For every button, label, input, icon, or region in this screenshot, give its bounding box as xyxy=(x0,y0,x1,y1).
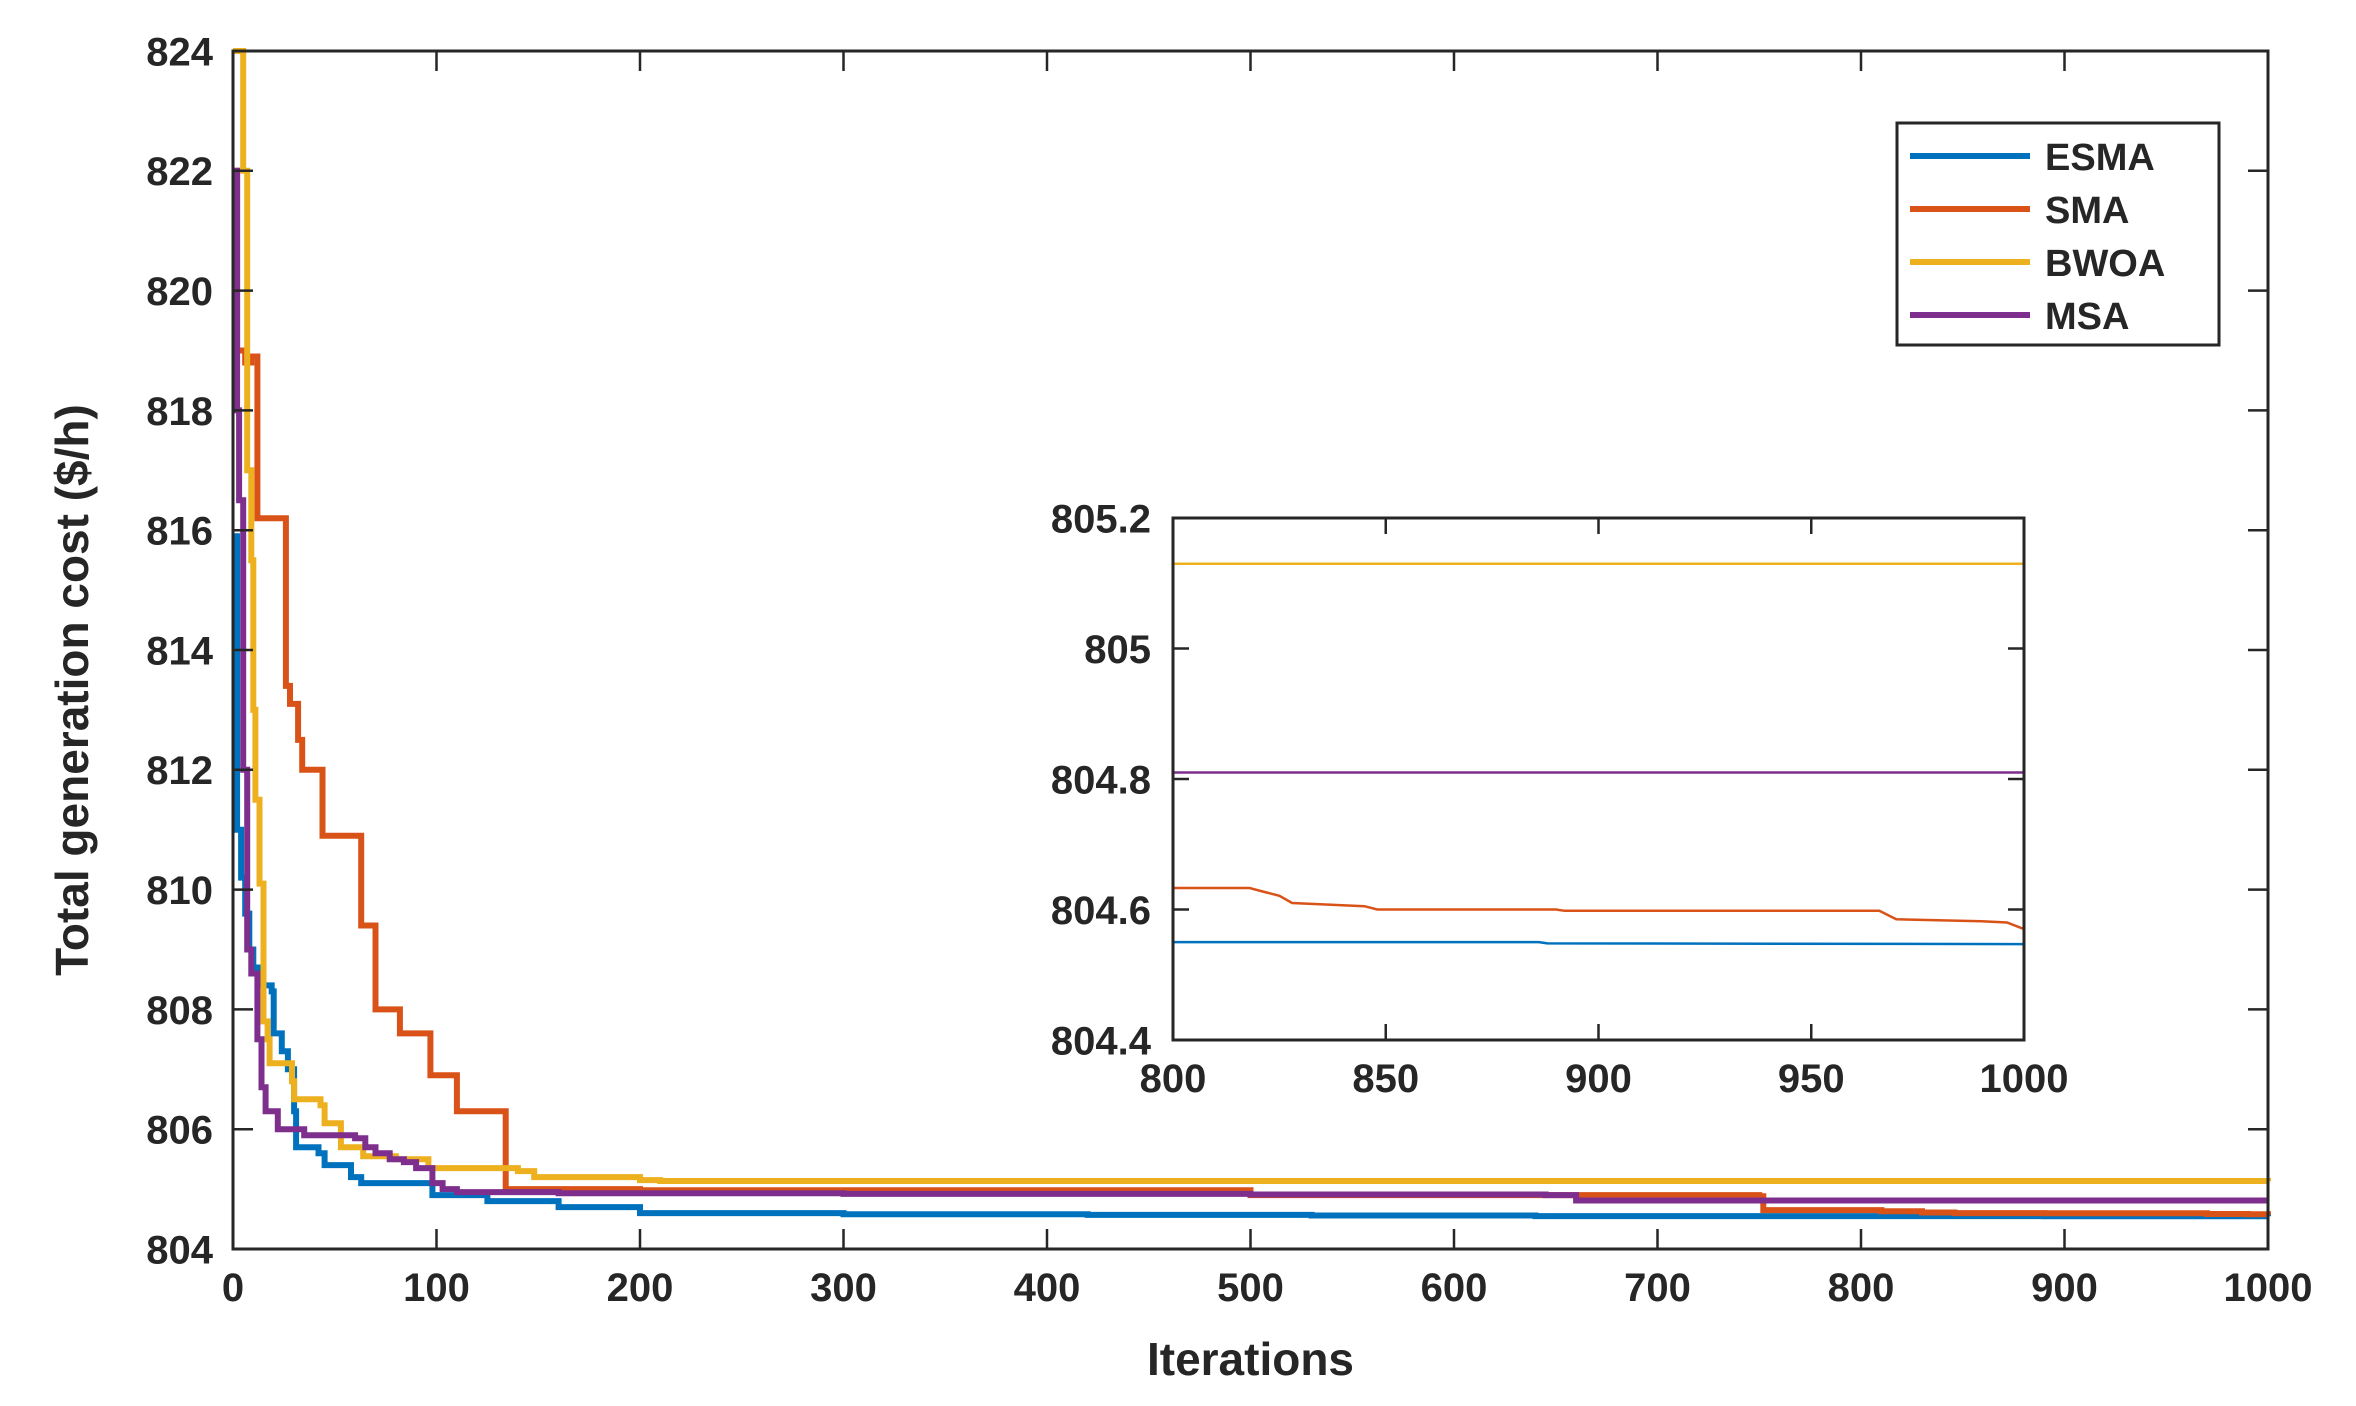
y-axis-label: Total generation cost ($/h) xyxy=(46,404,98,976)
legend-label-sma: SMA xyxy=(2045,190,2129,232)
main-x-tick-label: 1000 xyxy=(2224,1266,2313,1310)
main-x-tick-label: 800 xyxy=(1828,1266,1895,1310)
inset-tick-layer: 800 850 900 950 1000 804.4 804.6 804.8 805 805.2 xyxy=(1051,497,2069,1101)
main-x-tick-label: 300 xyxy=(810,1266,877,1310)
inset-x-tick-label: 850 xyxy=(1352,1057,1419,1101)
main-x-tick-label: 600 xyxy=(1421,1266,1488,1310)
inset-series-series-1 xyxy=(1173,940,2025,946)
main-y-tick-label: 806 xyxy=(146,1109,213,1153)
main-y-tick-label: 822 xyxy=(146,150,213,194)
inset-y-tick-label: 804.4 xyxy=(1051,1019,1152,1063)
main-y-tick-label: 812 xyxy=(146,749,213,793)
inset-series-layer xyxy=(1173,562,2025,946)
main-x-tick-label: 900 xyxy=(2031,1266,2098,1310)
legend-items: ESMA SMA BWOA MSA xyxy=(1910,137,2165,338)
main-y-tick-label: 810 xyxy=(146,869,213,913)
main-y-tick-label: 824 xyxy=(146,30,213,74)
main-y-tick-label: 808 xyxy=(146,989,213,1033)
main-tick-layer: 0 100 200 300 400 500 600 700 800 900 1000 804 806 80… xyxy=(146,30,2312,1310)
inset-axes: 800 850 900 950 1000 804.4 804.6 804.8 805 805.2 xyxy=(1051,497,2069,1101)
main-x-tick-label: 400 xyxy=(1014,1266,1081,1310)
inset-x-tick-label: 1000 xyxy=(1980,1057,2069,1101)
legend: ESMA SMA BWOA MSA xyxy=(1895,121,2221,347)
main-x-tick-label: 100 xyxy=(403,1266,470,1310)
main-x-tick-label: 200 xyxy=(607,1266,674,1310)
inset-background xyxy=(1173,518,2024,1040)
main-y-tick-label: 816 xyxy=(146,510,213,554)
legend-box xyxy=(1895,121,2221,347)
inset-y-tick-label: 804.8 xyxy=(1051,758,1151,802)
main-series-sma xyxy=(233,167,2271,1218)
inset-y-tick-label: 805.2 xyxy=(1051,497,1151,541)
main-axes: 0 100 200 300 400 500 600 700 800 900 1000 804 806 80… xyxy=(46,30,2312,1385)
main-x-tick-label: 500 xyxy=(1217,1266,1284,1310)
inset-x-tick-label: 800 xyxy=(1140,1057,1207,1101)
legend-label-bwoa: BWOA xyxy=(2045,243,2165,285)
inset-y-tick-label: 804.6 xyxy=(1051,889,1151,933)
main-x-tick-label: 0 xyxy=(222,1266,244,1310)
inset-series-series-2 xyxy=(1173,886,2025,931)
main-y-tick-label: 818 xyxy=(146,390,213,434)
inset-x-tick-label: 950 xyxy=(1778,1057,1845,1101)
legend-label-msa: MSA xyxy=(2045,296,2129,338)
main-y-tick-label: 814 xyxy=(146,629,213,673)
x-axis-label: Iterations xyxy=(1147,1333,1354,1385)
inset-y-tick-label: 805 xyxy=(1084,628,1151,672)
main-series-bwoa xyxy=(233,48,2271,1184)
inset-x-tick-label: 900 xyxy=(1565,1057,1632,1101)
main-y-tick-label: 804 xyxy=(146,1228,213,1272)
legend-label-esma: ESMA xyxy=(2045,137,2155,179)
main-x-tick-label: 700 xyxy=(1624,1266,1691,1310)
main-y-tick-label: 820 xyxy=(146,270,213,314)
